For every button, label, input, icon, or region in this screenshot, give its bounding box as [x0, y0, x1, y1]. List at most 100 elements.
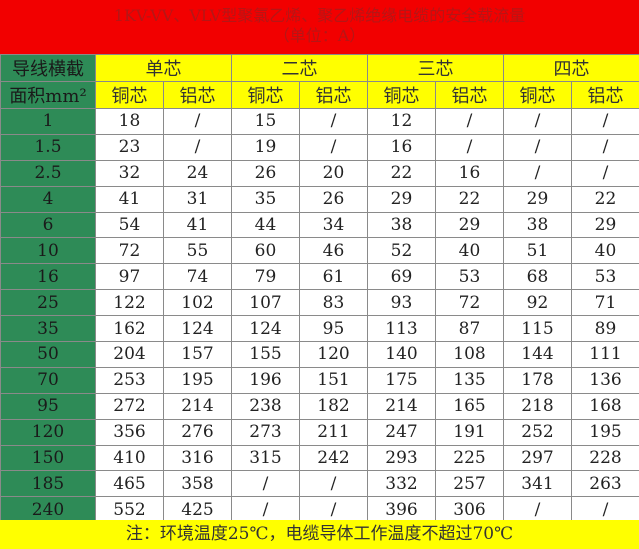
ampacity-cell: 124 [163, 315, 232, 343]
ampacity-cell: 31 [163, 185, 232, 213]
ampacity-cell: 238 [231, 392, 300, 420]
cross-section-cell: 150 [0, 444, 96, 472]
ampacity-cell: / [435, 133, 504, 161]
ampacity-cell: 263 [571, 470, 639, 498]
ampacity-cell: / [231, 496, 300, 524]
ampacity-cell: 225 [435, 444, 504, 472]
cross-section-cell: 25 [0, 289, 96, 317]
ampacity-cell: 87 [435, 315, 504, 343]
table-row: 4 41 31 35 26 29 22 29 22 [0, 185, 639, 213]
ampacity-cell: 53 [571, 263, 639, 291]
ampacity-cell: 273 [231, 418, 300, 446]
table-row: 1 18/15/12// / [0, 108, 639, 135]
ampacity-cell: 182 [299, 392, 368, 420]
ampacity-cell: 16 [435, 159, 504, 187]
ampacity-cell: 29 [503, 185, 572, 213]
table-row: 25 122 102 107 83 93 72 92 71 [0, 289, 639, 317]
table-row: 1.5 23/19/16// / [0, 133, 639, 161]
ampacity-cell: 71 [571, 289, 639, 317]
header-row-groups: 导线横截 单芯 二芯 三芯 四芯 [0, 54, 639, 82]
cross-section-cell: 16 [0, 263, 96, 291]
ampacity-cell: 297 [503, 444, 572, 472]
header-group: 二芯 [231, 54, 368, 82]
ampacity-cell: 196 [231, 366, 300, 394]
ampacity-cell: 115 [503, 315, 572, 343]
cross-section-cell: 35 [0, 315, 96, 343]
ampacity-cell: / [503, 108, 572, 135]
ampacity-cell: 165 [435, 392, 504, 420]
ampacity-cell: 19 [231, 133, 300, 161]
cross-section-cell: 95 [0, 392, 96, 420]
table-row: 35 162 124 124 95 113 87 115 89 [0, 315, 639, 343]
ampacity-cell: 195 [163, 366, 232, 394]
ampacity-cell: 214 [367, 392, 436, 420]
ampacity-cell: 26 [299, 185, 368, 213]
ampacity-cell: 151 [299, 366, 368, 394]
header-area-label: 面积mm² [0, 81, 96, 109]
table-row: 6 54 41 44 34 38 29 38 29 [0, 211, 639, 239]
ampacity-cell: 53 [435, 263, 504, 291]
ampacity-cell: 242 [299, 444, 368, 472]
cross-section-cell: 240 [0, 496, 96, 524]
header-subcol: 铝芯 [571, 81, 639, 109]
ampacity-cell: 102 [163, 289, 232, 317]
table-row: 16 97 74 79 61 69 53 68 53 [0, 263, 639, 291]
ampacity-cell: / [299, 133, 368, 161]
ampacity-cell: 396 [367, 496, 436, 524]
table-row: 240 552 425//396 306// [0, 496, 639, 524]
ampacity-cell: 315 [231, 444, 300, 472]
ampacity-cell: 51 [503, 237, 572, 265]
table-row: 2.5 32 24 26 20 22 16// [0, 159, 639, 187]
ampacity-cell: 552 [95, 496, 164, 524]
ampacity-cell: 72 [95, 237, 164, 265]
ampacity-cell: 191 [435, 418, 504, 446]
ampacity-cell: 252 [503, 418, 572, 446]
ampacity-cell: 136 [571, 366, 639, 394]
ampacity-cell: / [571, 108, 639, 135]
ampacity-cell: 52 [367, 237, 436, 265]
ampacity-cell: / [571, 133, 639, 161]
ampacity-table: 导线横截 单芯 二芯 三芯 四芯 面积mm² 铜芯 铝芯 铜芯 铝芯 铜芯 铝芯… [0, 54, 639, 524]
ampacity-cell: 79 [231, 263, 300, 291]
ampacity-cell: 92 [503, 289, 572, 317]
ampacity-cell: / [503, 133, 572, 161]
cross-section-cell: 1.5 [0, 133, 96, 161]
ampacity-cell: 15 [231, 108, 300, 135]
ampacity-cell: 211 [299, 418, 368, 446]
ampacity-cell: 113 [367, 315, 436, 343]
ampacity-cell: 306 [435, 496, 504, 524]
ampacity-cell: 465 [95, 470, 164, 498]
table-row: 10 72 55 60 46 52 40 51 40 [0, 237, 639, 265]
ampacity-cell: 44 [231, 211, 300, 239]
ampacity-cell: / [435, 108, 504, 135]
ampacity-cell: 72 [435, 289, 504, 317]
cross-section-cell: 2.5 [0, 159, 96, 187]
ampacity-cell: 22 [435, 185, 504, 213]
ampacity-cell: 120 [299, 341, 368, 368]
ampacity-cell: 358 [163, 470, 232, 498]
ampacity-cell: 46 [299, 237, 368, 265]
ampacity-cell: / [571, 159, 639, 187]
header-subcol: 铜芯 [367, 81, 436, 109]
ampacity-cell: 16 [367, 133, 436, 161]
ampacity-cell: / [299, 108, 368, 135]
ampacity-cell: 140 [367, 341, 436, 368]
ampacity-cell: 32 [95, 159, 164, 187]
ampacity-cell: / [503, 159, 572, 187]
ampacity-cell: 54 [95, 211, 164, 239]
ampacity-cell: / [299, 470, 368, 498]
ampacity-cell: 157 [163, 341, 232, 368]
ampacity-cell: 89 [571, 315, 639, 343]
header-group: 单芯 [95, 54, 232, 82]
ampacity-cell: / [163, 108, 232, 135]
ampacity-cell: 228 [571, 444, 639, 472]
ampacity-cell: 175 [367, 366, 436, 394]
ampacity-cell: 41 [163, 211, 232, 239]
ampacity-cell: 20 [299, 159, 368, 187]
cross-section-cell: 50 [0, 341, 96, 368]
ampacity-cell: 107 [231, 289, 300, 317]
ampacity-cell: 24 [163, 159, 232, 187]
ampacity-cell: 55 [163, 237, 232, 265]
ampacity-cell: 253 [95, 366, 164, 394]
ampacity-cell: 68 [503, 263, 572, 291]
